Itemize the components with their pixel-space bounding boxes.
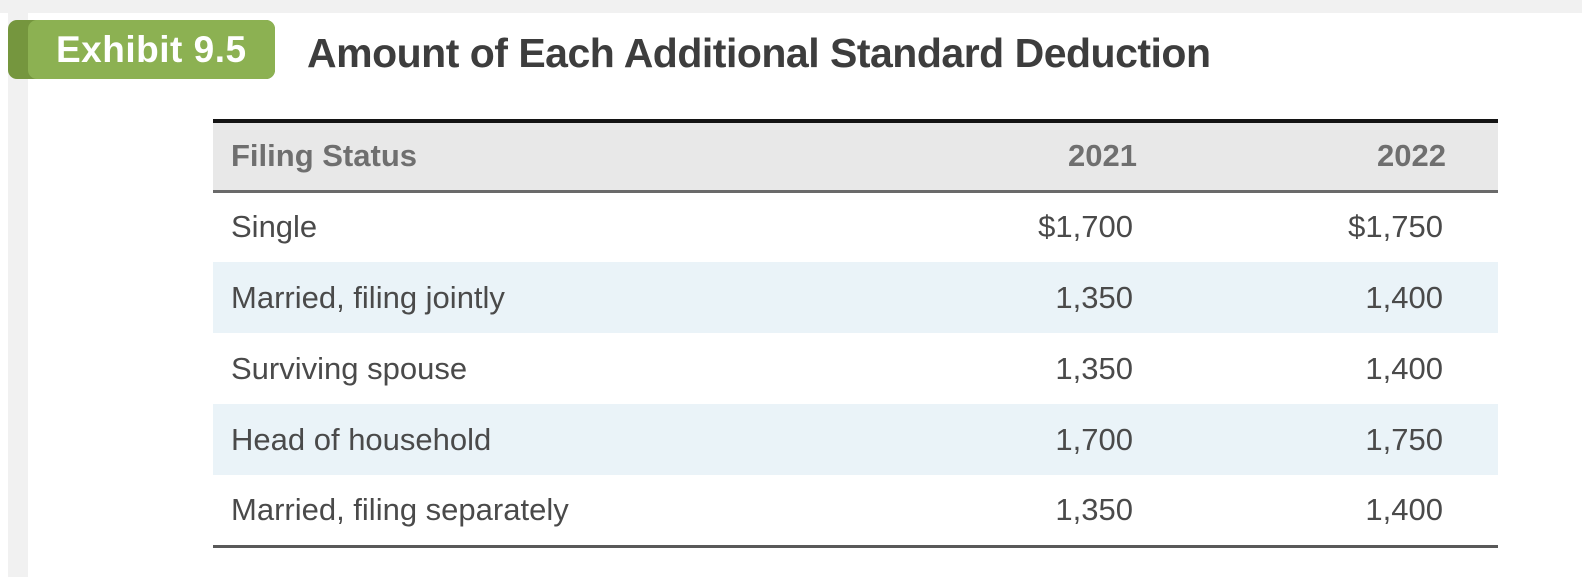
table-row: Single $1,700 $1,750	[213, 191, 1498, 262]
table-header-row: Filing Status 2021 2022	[213, 121, 1498, 193]
filing-status-cell: Married, filing separately	[231, 491, 569, 527]
amount-2021-cell: $1,700	[1038, 209, 1133, 245]
amount-2022-cell: $1,750	[1348, 209, 1443, 245]
amount-2021-cell: 1,350	[1055, 279, 1133, 315]
exhibit-badge-label: Exhibit 9.5	[28, 20, 275, 79]
amount-2021-cell: 1,700	[1055, 421, 1133, 457]
filing-status-cell: Head of household	[231, 421, 492, 457]
amount-2022-cell: 1,400	[1365, 491, 1443, 527]
amount-2021-cell: 1,350	[1055, 491, 1133, 527]
column-header-filing-status: Filing Status	[213, 121, 953, 193]
filing-status-cell: Single	[231, 209, 318, 245]
amount-2021-cell: 1,350	[1055, 350, 1133, 386]
table-row: Married, filing jointly 1,350 1,400	[213, 262, 1498, 333]
page-top-band	[0, 0, 1582, 13]
page-left-margin-strip	[8, 0, 28, 577]
amount-2022-cell: 1,400	[1365, 350, 1443, 386]
filing-status-cell: Married, filing jointly	[231, 279, 505, 315]
deduction-table: Filing Status 2021 2022 Single $1,700 $1…	[213, 119, 1498, 548]
filing-status-cell: Surviving spouse	[231, 350, 468, 386]
exhibit-badge: Exhibit 9.5	[8, 20, 275, 79]
exhibit-title: Amount of Each Additional Standard Deduc…	[307, 30, 1211, 76]
deduction-table-container: Filing Status 2021 2022 Single $1,700 $1…	[213, 119, 1498, 548]
amount-2022-cell: 1,400	[1365, 279, 1443, 315]
column-header-2021: 2021	[953, 121, 1213, 193]
amount-2022-cell: 1,750	[1365, 421, 1443, 457]
column-header-2022: 2022	[1213, 121, 1498, 193]
table-row: Married, filing separately 1,350 1,400	[213, 475, 1498, 546]
table-row: Head of household 1,700 1,750	[213, 404, 1498, 475]
table-row: Surviving spouse 1,350 1,400	[213, 333, 1498, 404]
